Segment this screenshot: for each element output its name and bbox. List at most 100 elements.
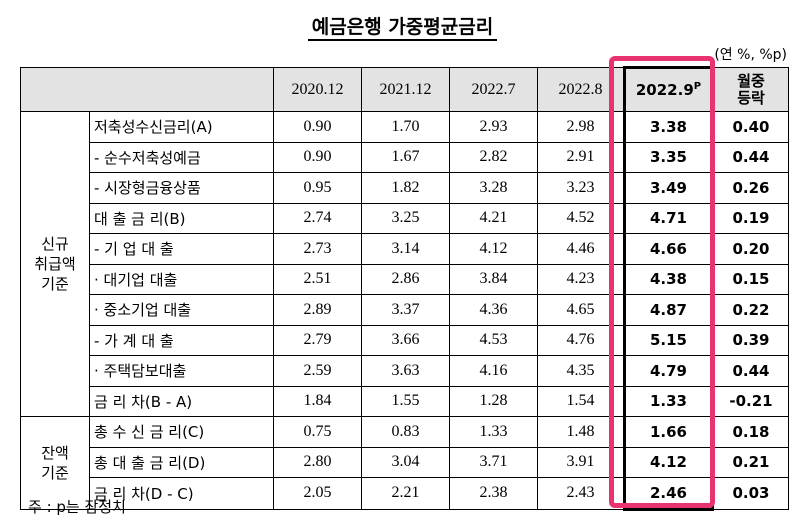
rate-cell: 0.90 [273,141,362,173]
latest-rate-cell: 3.35 [623,141,714,173]
table-row: 신규 취급액 기준 저축성수신금리(A) 0.90 1.70 2.93 2.98 3.38 0.4… [20,111,789,417]
change-cell: -0.21 [712,385,789,417]
header-row: 2020.12 2021.12 2022.7 2022.8 2022.9P 월중… [20,66,789,112]
group-label-line: 잔액 [41,443,69,462]
change-header-line2: 등락 [737,88,765,107]
latest-rate-cell: 4.87 [623,294,714,326]
rate-cell: 3.25 [361,202,450,234]
latest-label: 2022.9 [635,81,694,99]
rate-cell: 0.95 [273,172,362,204]
row-label: - 기 업 대 출 [89,233,274,265]
group-outstanding-balance: 잔액 기준 [20,416,90,510]
table-row: - 가 계 대 출 2.79 3.66 4.53 4.76 5.15 0.39 [21,324,789,356]
rate-cell: 2.82 [449,141,538,173]
rate-cell: 0.90 [273,111,362,143]
change-cell: 0.44 [712,355,789,387]
rate-cell: 2.51 [273,263,362,295]
rate-cell: 2.43 [537,477,625,510]
rate-cell: 3.37 [361,294,450,326]
rate-cell: 4.21 [449,202,538,234]
change-cell: 0.03 [712,477,789,510]
rate-cell: 4.46 [537,233,625,265]
rate-cell: 0.83 [361,416,450,448]
row-label: - 가 계 대 출 [89,324,274,356]
group-label-line: 기준 [41,463,69,482]
group-label-line: 취급액 [34,255,76,273]
provisional-mark: P [693,81,702,92]
change-cell: 0.22 [712,294,789,326]
change-cell: 0.39 [712,324,789,356]
rate-cell: 2.89 [273,294,362,326]
table-row: 총 대 출 금 리(D) 2.80 3.04 3.71 3.91 4.12 0.21 [21,446,789,478]
rate-cell: 4.12 [449,233,538,265]
col-header-change: 월중 등락 [712,67,789,112]
latest-rate-cell: 3.49 [623,172,714,204]
rate-cell: 2.05 [273,477,362,510]
col-header: 2022.7 [449,67,538,112]
rate-cell: 1.48 [537,416,625,448]
change-cell: 0.26 [712,172,789,204]
col-header: 2022.8 [537,67,625,112]
group-new-transactions: 신규 취급액 기준 [20,111,90,417]
table-row: 금 리 차(D - C) 2.05 2.21 2.38 2.43 2.46 0.03 [21,477,789,511]
row-label: 총 수 신 금 리(C) [89,416,274,448]
table-row: - 시장형금융상품 0.95 1.82 3.28 3.23 3.49 0.26 [21,172,789,204]
rate-cell: 2.80 [273,446,362,478]
rate-cell: 4.65 [537,294,625,326]
rate-cell: 1.28 [449,385,538,417]
row-label: - 순수저축성예금 [89,141,274,173]
latest-rate-cell: 1.66 [623,416,714,448]
rate-cell: 3.14 [361,233,450,265]
rate-cell: 3.66 [361,324,450,356]
footnote: 주 : p는 잠정치 [28,498,126,516]
change-cell: 0.19 [712,202,789,234]
latest-rate-cell: 4.79 [623,355,714,387]
table-row: 대 출 금 리(B) 2.74 3.25 4.21 4.52 4.71 0.19 [21,202,789,234]
rate-cell: 1.82 [361,172,450,204]
latest-rate-cell: 4.71 [623,202,714,234]
rate-cell: 4.36 [449,294,538,326]
rate-cell: 4.76 [537,324,625,356]
rate-cell: 2.79 [273,324,362,356]
rate-cell: 1.67 [361,141,450,173]
rate-cell: 1.84 [273,385,362,417]
rate-cell: 2.98 [537,111,625,143]
rate-cell: 3.04 [361,446,450,478]
rate-cell: 3.71 [449,446,538,478]
table-row: 금 리 차(B - A) 1.84 1.55 1.28 1.54 1.33 -0.21 [21,385,789,417]
rate-cell: 4.35 [537,355,625,387]
row-label: 금 리 차(B - A) [89,385,274,417]
change-cell: 0.20 [712,233,789,265]
rate-cell: 4.53 [449,324,538,356]
col-header: 2020.12 [273,67,362,112]
latest-rate-cell: 4.12 [623,446,714,478]
rate-cell: 3.91 [537,446,625,478]
rate-cell: 3.23 [537,172,625,204]
table-row: - 기 업 대 출 2.73 3.14 4.12 4.46 4.66 0.20 [21,233,789,265]
rate-cell: 2.38 [449,477,538,510]
row-label: 대 출 금 리(B) [89,202,274,234]
rate-cell: 2.86 [361,263,450,295]
header-corner [20,67,274,112]
rate-cell: 2.73 [273,233,362,265]
rate-cell: 2.93 [449,111,538,143]
unit-label: (연 %, %p) [714,47,787,63]
latest-rate-cell: 4.38 [623,263,714,295]
change-cell: 0.44 [712,141,789,173]
group-label-line: 기준 [41,275,69,293]
change-cell: 0.21 [712,446,789,478]
row-label: · 주택담보대출 [89,355,274,387]
table-row: · 주택담보대출 2.59 3.63 4.16 4.35 4.79 0.44 [21,355,789,387]
change-cell: 0.40 [712,111,789,143]
table-row: 잔액 기준 총 수 신 금 리(C) 0.75 0.83 1.33 1.48 1.66 0.18 [20,416,789,510]
latest-rate-cell: 4.66 [623,233,714,265]
rate-cell: 2.21 [361,477,450,510]
col-header-latest: 2022.9P [623,66,714,112]
rate-cell: 1.70 [361,111,450,143]
row-label: · 중소기업 대출 [89,294,274,326]
row-label: 금 리 차(D - C) [89,477,274,510]
table-title: 예금은행 가중평균금리 [0,12,805,41]
latest-rate-cell: 5.15 [623,324,714,356]
table-title-text: 예금은행 가중평균금리 [307,16,498,41]
row-label: - 시장형금융상품 [89,172,274,204]
